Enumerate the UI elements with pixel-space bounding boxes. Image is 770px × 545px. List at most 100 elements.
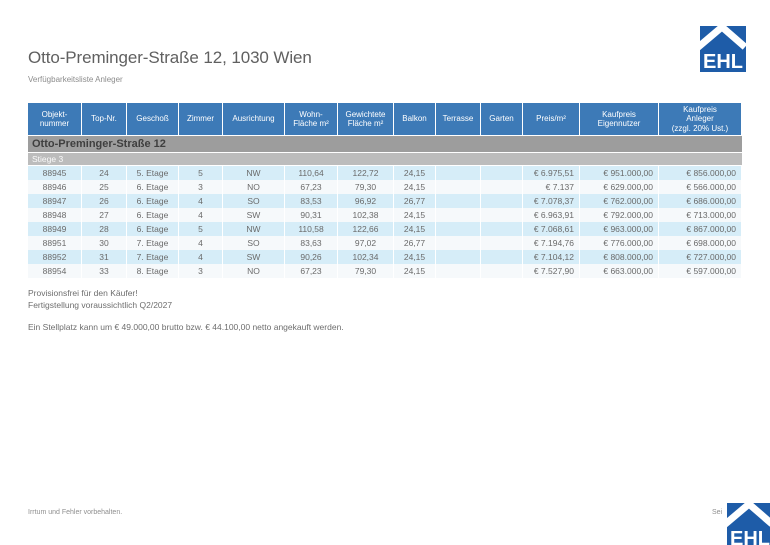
cell-garten	[481, 208, 523, 222]
cell-wohnflaeche: 83,53	[285, 194, 338, 208]
project-group-header: Otto-Preminger-Straße 12	[28, 136, 742, 153]
column-header-wohnflaeche: Wohn- Fläche m²	[285, 103, 338, 136]
cell-ausrichtung: SW	[223, 250, 285, 264]
availability-table: Objekt- nummer Top-Nr. Geschoß Zimmer Au…	[28, 103, 742, 278]
cell-garten	[481, 166, 523, 180]
ehl-logo-icon: EHL	[720, 499, 770, 545]
cell-objektnummer: 88951	[28, 236, 82, 250]
cell-zimmer: 3	[179, 180, 223, 194]
cell-zimmer: 5	[179, 222, 223, 236]
cell-geschoss: 6. Etage	[127, 208, 179, 222]
cell-gewichtete-flaeche: 79,30	[338, 180, 394, 194]
ehl-logo: EHL	[693, 19, 748, 80]
column-header-balkon: Balkon	[394, 103, 436, 136]
cell-terrasse	[436, 180, 481, 194]
cell-geschoss: 6. Etage	[127, 194, 179, 208]
stiege-subgroup-header: Stiege 3	[28, 153, 742, 166]
cell-geschoss: 6. Etage	[127, 222, 179, 236]
table-row: 88952 31 7. Etage 4 SW 90,26 102,34 24,1…	[28, 250, 742, 264]
cell-terrasse	[436, 208, 481, 222]
cell-kaufpreis-anleger: € 727.000,00	[659, 250, 742, 264]
cell-objektnummer: 88946	[28, 180, 82, 194]
table-row: 88954 33 8. Etage 3 NO 67,23 79,30 24,15…	[28, 264, 742, 278]
cell-wohnflaeche: 110,64	[285, 166, 338, 180]
cell-gewichtete-flaeche: 102,38	[338, 208, 394, 222]
cell-kaufpreis-eigennutzer: € 629.000,00	[580, 180, 659, 194]
cell-geschoss: 8. Etage	[127, 264, 179, 278]
cell-balkon: 24,15	[394, 264, 436, 278]
cell-terrasse	[436, 222, 481, 236]
cell-top-nr: 28	[82, 222, 127, 236]
table-row: 88947 26 6. Etage 4 SO 83,53 96,92 26,77…	[28, 194, 742, 208]
cell-preis-m2: € 7.137	[523, 180, 580, 194]
cell-garten	[481, 180, 523, 194]
cell-top-nr: 33	[82, 264, 127, 278]
cell-garten	[481, 250, 523, 264]
cell-gewichtete-flaeche: 79,30	[338, 264, 394, 278]
column-header-garten: Garten	[481, 103, 523, 136]
cell-objektnummer: 88947	[28, 194, 82, 208]
cell-kaufpreis-eigennutzer: € 808.000,00	[580, 250, 659, 264]
cell-balkon: 24,15	[394, 208, 436, 222]
cell-top-nr: 31	[82, 250, 127, 264]
column-header-geschoss: Geschoß	[127, 103, 179, 136]
cell-ausrichtung: SW	[223, 208, 285, 222]
cell-zimmer: 4	[179, 194, 223, 208]
cell-top-nr: 30	[82, 236, 127, 250]
cell-kaufpreis-anleger: € 686.000,00	[659, 194, 742, 208]
note-stellplatz: Ein Stellplatz kann um € 49.000,00 brutt…	[28, 322, 344, 332]
cell-balkon: 24,15	[394, 222, 436, 236]
cell-preis-m2: € 7.068,61	[523, 222, 580, 236]
cell-balkon: 24,15	[394, 166, 436, 180]
cell-kaufpreis-eigennutzer: € 776.000,00	[580, 236, 659, 250]
note-provision: Provisionsfrei für den Käufer!	[28, 288, 138, 298]
cell-gewichtete-flaeche: 96,92	[338, 194, 394, 208]
cell-kaufpreis-anleger: € 597.000,00	[659, 264, 742, 278]
page-subtitle: Verfügbarkeitsliste Anleger	[28, 75, 123, 84]
cell-preis-m2: € 7.527,90	[523, 264, 580, 278]
cell-terrasse	[436, 250, 481, 264]
cell-kaufpreis-anleger: € 867.000,00	[659, 222, 742, 236]
cell-geschoss: 5. Etage	[127, 166, 179, 180]
column-header-gewichtete-flaeche: Gewichtete Fläche m²	[338, 103, 394, 136]
cell-geschoss: 7. Etage	[127, 236, 179, 250]
cell-geschoss: 7. Etage	[127, 250, 179, 264]
cell-terrasse	[436, 264, 481, 278]
cell-objektnummer: 88948	[28, 208, 82, 222]
house-roof-icon	[720, 499, 770, 529]
cell-kaufpreis-anleger: € 698.000,00	[659, 236, 742, 250]
column-header-kaufpreis-anleger: Kaufpreis Anleger (zzgl. 20% Ust.)	[659, 103, 742, 136]
cell-kaufpreis-eigennutzer: € 762.000,00	[580, 194, 659, 208]
notes-block: Provisionsfrei für den Käufer! Fertigste…	[28, 287, 172, 311]
cell-balkon: 26,77	[394, 194, 436, 208]
cell-balkon: 24,15	[394, 180, 436, 194]
cell-balkon: 26,77	[394, 236, 436, 250]
logo-text: EHL	[730, 528, 770, 545]
cell-preis-m2: € 7.104,12	[523, 250, 580, 264]
cell-top-nr: 26	[82, 194, 127, 208]
cell-balkon: 24,15	[394, 250, 436, 264]
cell-kaufpreis-anleger: € 856.000,00	[659, 166, 742, 180]
column-header-terrasse: Terrasse	[436, 103, 481, 136]
ehl-logo-icon: EHL	[693, 22, 748, 73]
cell-preis-m2: € 6.975,51	[523, 166, 580, 180]
cell-wohnflaeche: 90,31	[285, 208, 338, 222]
column-header-kaufpreis-eigennutzer: Kaufpreis Eigennutzer	[580, 103, 659, 136]
cell-wohnflaeche: 90,26	[285, 250, 338, 264]
cell-wohnflaeche: 67,23	[285, 180, 338, 194]
table-row: 88949 28 6. Etage 5 NW 110,58 122,66 24,…	[28, 222, 742, 236]
table-row: 88948 27 6. Etage 4 SW 90,31 102,38 24,1…	[28, 208, 742, 222]
cell-garten	[481, 236, 523, 250]
cell-wohnflaeche: 110,58	[285, 222, 338, 236]
note-completion: Fertigstellung voraussichtlich Q2/2027	[28, 300, 173, 310]
house-roof-icon	[693, 22, 748, 52]
cell-wohnflaeche: 83,63	[285, 236, 338, 250]
table-body: 88945 24 5. Etage 5 NW 110,64 122,72 24,…	[28, 166, 742, 278]
cell-top-nr: 27	[82, 208, 127, 222]
cell-preis-m2: € 7.078,37	[523, 194, 580, 208]
cell-terrasse	[436, 236, 481, 250]
cell-garten	[481, 264, 523, 278]
cell-zimmer: 5	[179, 166, 223, 180]
cell-zimmer: 3	[179, 264, 223, 278]
ehl-logo-footer: EHL	[720, 496, 770, 545]
